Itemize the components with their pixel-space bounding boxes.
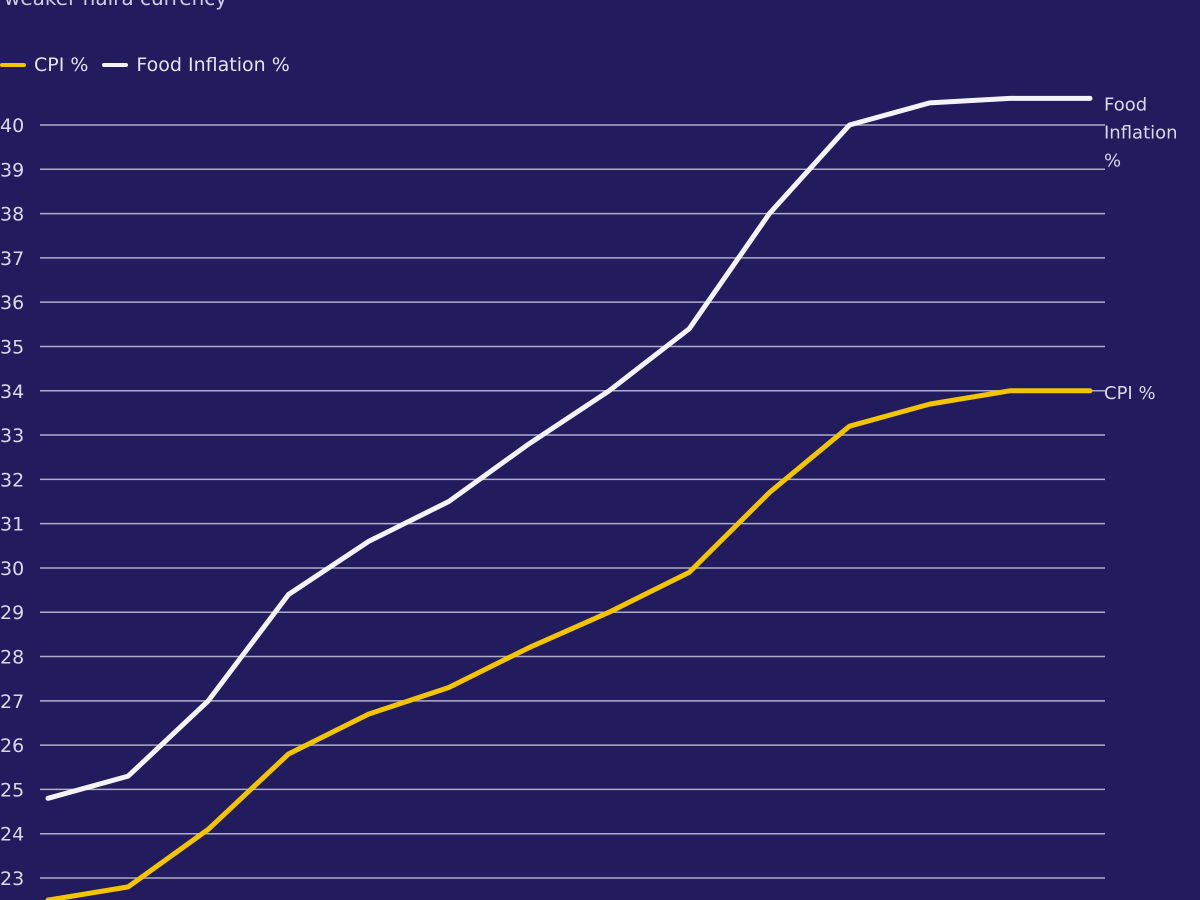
y-tick-label-35: 35 [0, 336, 24, 358]
series-lines [45, 95, 1093, 900]
y-tick-label-29: 29 [0, 602, 24, 624]
y-tick-label-34: 34 [0, 381, 24, 403]
y-tick-label-38: 38 [0, 204, 24, 226]
y-tick-label-25: 25 [0, 779, 24, 801]
series-end-labels: Food Inflation % CPI % [1104, 94, 1178, 403]
legend-swatch-food-inflation [102, 63, 129, 67]
y-tick-label-31: 31 [0, 514, 24, 536]
y-tick-label-30: 30 [0, 558, 24, 580]
y-tick-label-39: 39 [0, 159, 24, 181]
y-tick-label-28: 28 [0, 647, 24, 669]
y-tick-label-37: 37 [0, 248, 24, 270]
series-line-cpi [45, 388, 1093, 900]
y-axis-ticks: 23 24 25 26 27 28 29 30 31 32 33 34 35 36 37 38 39 40 [0, 115, 24, 890]
y-tick-label-27: 27 [0, 691, 24, 713]
end-label-cpi: CPI % [1104, 383, 1156, 404]
end-label-food-inflation: Food Inflation% [1104, 94, 1178, 171]
legend-item-cpi: CPI % [0, 54, 88, 76]
legend-swatch-cpi [0, 63, 26, 67]
y-tick-label-24: 24 [0, 824, 24, 846]
y-tick-label-40: 40 [0, 115, 24, 137]
legend: CPI % Food Inflation % [0, 54, 304, 76]
gridlines [40, 124, 1105, 879]
y-tick-label-33: 33 [0, 425, 24, 447]
legend-item-food-inflation: Food Inflation % [102, 54, 290, 76]
y-tick-label-26: 26 [0, 735, 24, 757]
y-tick-label-36: 36 [0, 292, 24, 314]
y-tick-label-32: 32 [0, 469, 24, 491]
legend-label-food-inflation: Food Inflation % [136, 54, 290, 76]
y-tick-label-23: 23 [0, 868, 24, 890]
chart-subtitle: weaker naira currency [4, 0, 227, 10]
legend-label-cpi: CPI % [34, 54, 89, 76]
series-line-food-inflation [45, 95, 1093, 801]
